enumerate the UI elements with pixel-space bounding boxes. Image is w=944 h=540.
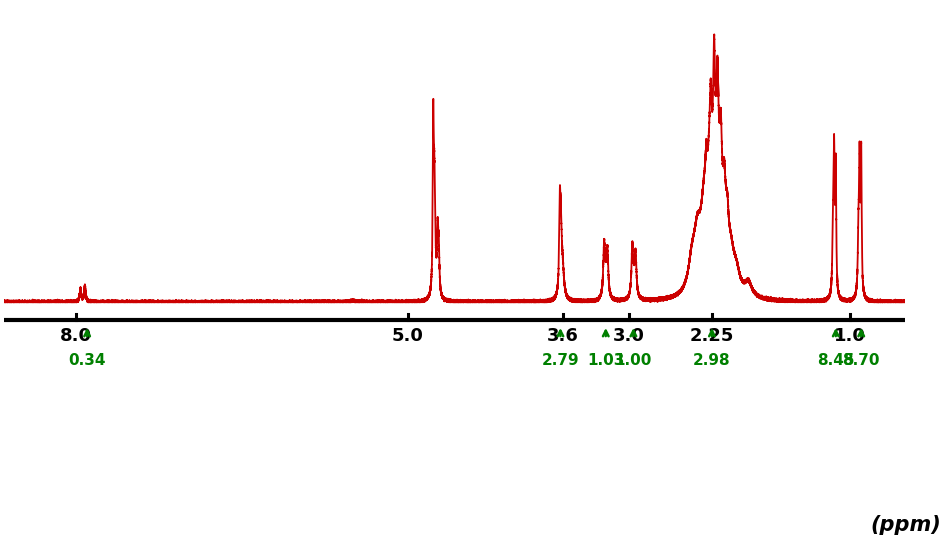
Text: 3.0: 3.0 [613, 327, 644, 345]
Text: 8.70: 8.70 [842, 353, 879, 368]
Text: 3.6: 3.6 [547, 327, 578, 345]
Text: 1.0: 1.0 [834, 327, 866, 345]
Text: 8.0: 8.0 [60, 327, 92, 345]
Text: 0.34: 0.34 [68, 353, 106, 368]
Text: 5.0: 5.0 [392, 327, 423, 345]
Text: (ppm): (ppm) [869, 515, 940, 535]
Text: 1.00: 1.00 [615, 353, 651, 368]
Text: 8.45: 8.45 [817, 353, 853, 368]
Text: 1.03: 1.03 [586, 353, 624, 368]
Text: 2.98: 2.98 [692, 353, 730, 368]
Text: 2.25: 2.25 [689, 327, 733, 345]
Text: 2.79: 2.79 [541, 353, 579, 368]
